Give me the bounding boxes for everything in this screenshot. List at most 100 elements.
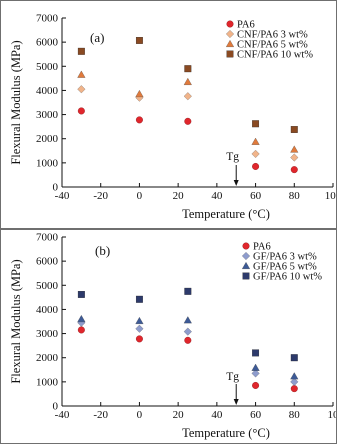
- x-tick-label: 0: [137, 190, 143, 202]
- x-tick-label: 80: [289, 190, 301, 202]
- data-point: [290, 126, 298, 133]
- series-0: [77, 326, 298, 393]
- data-point: [77, 314, 86, 323]
- data-point: [290, 166, 298, 174]
- y-tick-label: 6000: [36, 37, 59, 49]
- legend-label: PA6: [253, 242, 271, 253]
- legend-label: CNF/PA6 10 wt%: [237, 50, 313, 61]
- tg-arrow-head: [233, 399, 239, 405]
- legend-marker: [226, 20, 234, 28]
- data-point: [77, 107, 85, 115]
- series-1: [77, 318, 299, 386]
- data-point: [77, 70, 86, 78]
- y-tick-label: 2000: [36, 133, 59, 145]
- x-tick-label: 20: [173, 409, 185, 421]
- data-point: [290, 385, 298, 393]
- data-point: [252, 381, 260, 389]
- data-point: [251, 369, 260, 378]
- y-tick-label: 2000: [36, 352, 59, 364]
- y-tick-label: 0: [53, 401, 59, 413]
- x-tick-label: -40: [55, 190, 70, 202]
- x-tick-label: 80: [289, 409, 301, 421]
- legend-marker: [242, 272, 250, 280]
- data-point: [135, 324, 144, 333]
- x-tick-label: 40: [211, 409, 223, 421]
- x-axis-label: Temperature (°C): [182, 207, 270, 221]
- data-point: [251, 363, 260, 371]
- legend-label: GF/PA6 10 wt%: [253, 272, 322, 283]
- data-point: [184, 336, 192, 344]
- y-tick-label: 4000: [36, 304, 59, 316]
- y-tick-label: 0: [53, 182, 59, 194]
- chart-b-svg: 0 1000 2000 3000 4000 5000 6000 7000 -40 -20 0 20 40…: [9, 232, 337, 441]
- x-tick-label: -40: [55, 409, 70, 421]
- y-axis-label: Flexural Modulus (MPa): [9, 40, 23, 164]
- data-point: [135, 335, 143, 343]
- y-tick-label: 1000: [36, 157, 59, 169]
- series-1: [77, 85, 299, 162]
- data-point: [252, 120, 260, 128]
- y-tick-label: 4000: [36, 85, 59, 97]
- data-point: [183, 77, 192, 85]
- data-point: [184, 65, 192, 73]
- series-3: [77, 37, 298, 133]
- legend-marker: [241, 251, 251, 261]
- y-axis-label: Flexural Modulus (MPa): [9, 259, 23, 383]
- data-point: [251, 149, 260, 158]
- x-tick-label: 20: [173, 190, 185, 202]
- data-point: [290, 145, 299, 153]
- data-point: [290, 153, 299, 162]
- x-tick-label: 10: [328, 409, 337, 421]
- y-tick-label: 5000: [36, 280, 59, 292]
- legend-label: GF/PA6 3 wt%: [253, 252, 317, 263]
- panel-label: (b): [95, 243, 110, 258]
- data-point: [183, 92, 192, 101]
- x-tick-label: -20: [93, 190, 108, 202]
- tg-arrow-head: [233, 180, 239, 186]
- data-point: [252, 349, 260, 357]
- legend-marker: [241, 261, 251, 269]
- data-point: [135, 295, 143, 303]
- data-point: [290, 372, 299, 380]
- chart-panel-b: 0 1000 2000 3000 4000 5000 6000 7000 -40 -20 0 20 40…: [0, 229, 337, 444]
- legend-marker: [226, 50, 234, 58]
- chart-panel-a: 0 1000 2000 3000 4000 5000 6000 7000 -40 -20 0 20 40…: [0, 0, 337, 229]
- data-point: [183, 327, 192, 336]
- data-point: [252, 162, 260, 170]
- data-point: [77, 47, 85, 55]
- data-point: [135, 89, 144, 98]
- legend-marker: [225, 39, 235, 47]
- y-tick-label: 6000: [36, 256, 59, 268]
- data-point: [77, 291, 85, 298]
- legend-label: CNF/PA6 5 wt%: [237, 40, 308, 51]
- data-point: [135, 316, 144, 325]
- data-point: [183, 316, 192, 324]
- data-point: [184, 287, 192, 295]
- series-2: [77, 70, 299, 153]
- data-point: [135, 116, 143, 124]
- x-tick-label: 40: [211, 190, 223, 202]
- tg-annotation: Tg: [226, 151, 239, 163]
- y-tick-label: 3000: [36, 328, 59, 340]
- y-tick-label: 3000: [36, 109, 59, 121]
- legend-label: CNF/PA6 3 wt%: [237, 30, 308, 41]
- data-point: [251, 137, 260, 145]
- legend-marker: [225, 29, 235, 39]
- x-axis-label: Temperature (°C): [182, 426, 270, 440]
- panel-label: (a): [90, 30, 104, 45]
- data-point: [290, 354, 298, 362]
- series-3: [77, 287, 298, 362]
- x-tick-label: -20: [93, 409, 108, 421]
- series-2: [77, 314, 299, 380]
- x-tick-label: 100: [325, 190, 337, 202]
- data-point: [135, 37, 143, 44]
- series-0: [77, 107, 298, 174]
- data-point: [184, 117, 192, 125]
- y-tick-label: 7000: [36, 232, 59, 244]
- data-point: [290, 377, 299, 386]
- data-point: [77, 326, 85, 334]
- y-tick-label: 5000: [36, 61, 59, 73]
- y-tick-label: 7000: [36, 13, 59, 25]
